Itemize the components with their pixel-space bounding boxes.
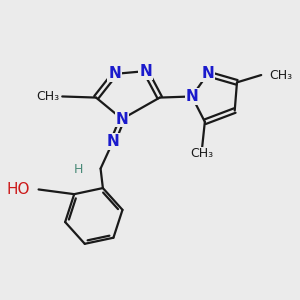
Text: N: N: [108, 66, 121, 81]
Text: CH₃: CH₃: [190, 147, 214, 161]
Text: N: N: [139, 64, 152, 79]
Text: N: N: [116, 112, 128, 127]
Text: N: N: [185, 89, 198, 104]
Text: CH₃: CH₃: [270, 68, 293, 82]
Text: CH₃: CH₃: [36, 90, 59, 103]
Text: N: N: [106, 134, 119, 149]
Text: HO: HO: [7, 182, 30, 197]
Text: H: H: [73, 163, 83, 176]
Text: N: N: [201, 66, 214, 81]
